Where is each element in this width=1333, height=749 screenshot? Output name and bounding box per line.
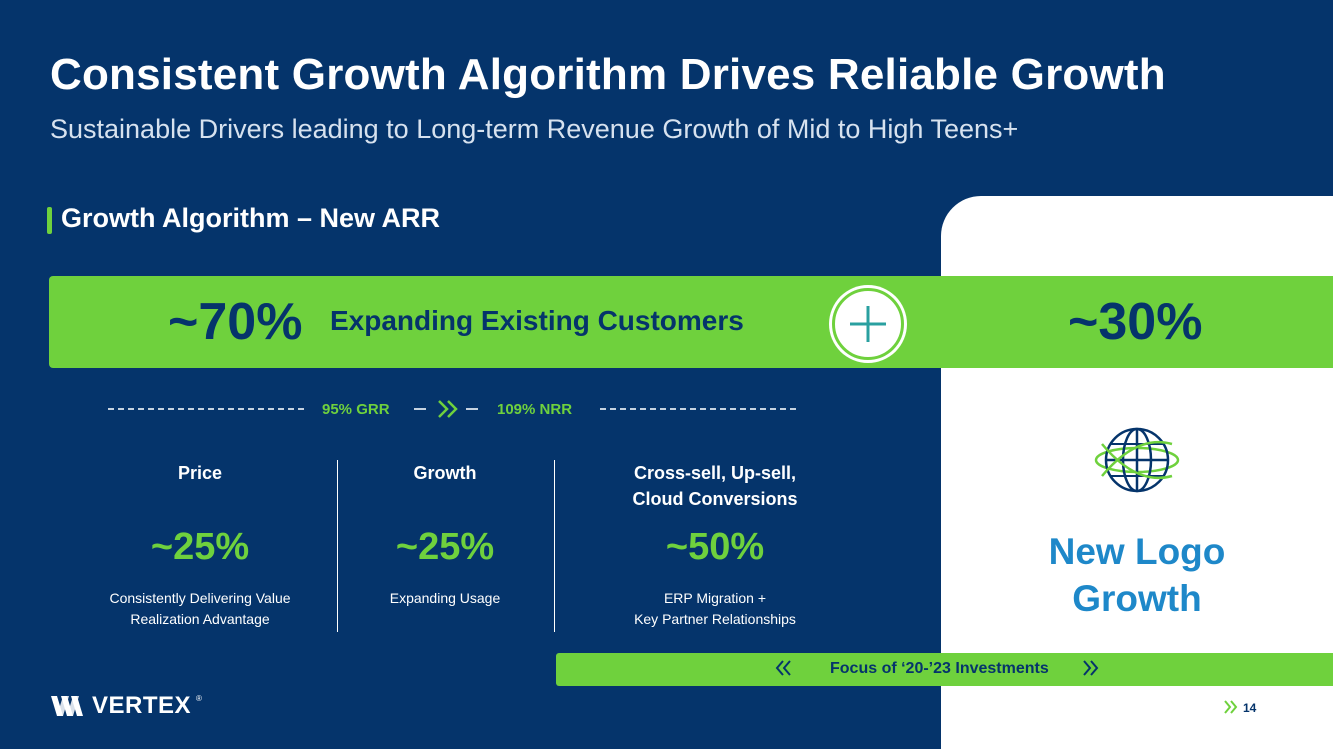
new-logo-pct: ~30% [1068, 293, 1203, 351]
growth-desc: Expanding Usage [345, 588, 545, 609]
double-chevron-right-icon [1222, 699, 1240, 720]
existing-customers-label: Expanding Existing Customers [330, 305, 744, 336]
cross-sell-desc-line1: ERP Migration + [663, 590, 767, 606]
cross-sell-column: Cross-sell, Up-sell, Cloud Conversions ~… [595, 460, 835, 627]
cross-sell-desc: ERP Migration + Key Partner Relationship… [595, 588, 835, 630]
vertex-logo-mark-icon [49, 692, 89, 725]
column-divider [337, 460, 338, 632]
price-desc-line1: Consistently Delivering Value [109, 590, 291, 606]
nrr-label: 109% NRR [497, 401, 573, 418]
existing-customers-pct: ~70% [168, 293, 303, 351]
dash-gap-left [414, 408, 426, 410]
cross-sell-heading: Cross-sell, Up-sell, Cloud Conversions [595, 460, 835, 512]
new-logo-growth-label: New Logo Growth [1030, 528, 1244, 622]
arr-split-band [49, 276, 1333, 368]
price-desc-line2: Realization Advantage [130, 611, 270, 627]
double-chevron-right-icon [1080, 658, 1100, 683]
section-accent-bar [47, 207, 52, 234]
double-chevron-left-icon [774, 658, 794, 683]
focus-investments-bar [556, 653, 1333, 686]
registered-mark: ® [196, 694, 202, 703]
section-title: Growth Algorithm – New ARR [61, 203, 441, 233]
double-chevron-right-icon [436, 398, 462, 425]
cross-sell-desc-line2: Key Partner Relationships [634, 611, 796, 627]
price-desc: Consistently Delivering Value Realizatio… [90, 588, 310, 630]
growth-heading: Growth [413, 463, 477, 483]
cross-sell-heading-line2: Cloud Conversions [632, 489, 798, 509]
growth-column: Growth ~25% Expanding Usage [345, 460, 545, 606]
price-heading: Price [177, 463, 223, 483]
cross-sell-pct: ~50% [665, 526, 765, 568]
focus-investments-text: Focus of ‘20-’23 Investments [830, 660, 1049, 677]
slide-title: Consistent Growth Algorithm Drives Relia… [50, 50, 1166, 99]
dash-gap-right [466, 408, 478, 410]
dash-line-right [600, 408, 796, 410]
page-number: 14 [1243, 701, 1257, 715]
growth-desc-line1: Expanding Usage [389, 590, 501, 606]
price-pct: ~25% [150, 526, 250, 568]
slide-subtitle: Sustainable Drivers leading to Long-term… [50, 114, 1019, 144]
vertex-logo-text: VERTEX [92, 692, 192, 719]
new-logo-line2: Growth [1072, 578, 1202, 619]
new-logo-line1: New Logo [1048, 531, 1226, 572]
growth-pct: ~25% [395, 526, 495, 568]
plus-icon [832, 288, 904, 360]
grr-label: 95% GRR [322, 401, 390, 418]
price-column: Price ~25% Consistently Delivering Value… [90, 460, 310, 627]
column-divider [554, 460, 555, 632]
dash-line-left [108, 408, 304, 410]
globe-orbit-icon [1094, 424, 1180, 501]
cross-sell-heading-line1: Cross-sell, Up-sell, [633, 463, 797, 483]
